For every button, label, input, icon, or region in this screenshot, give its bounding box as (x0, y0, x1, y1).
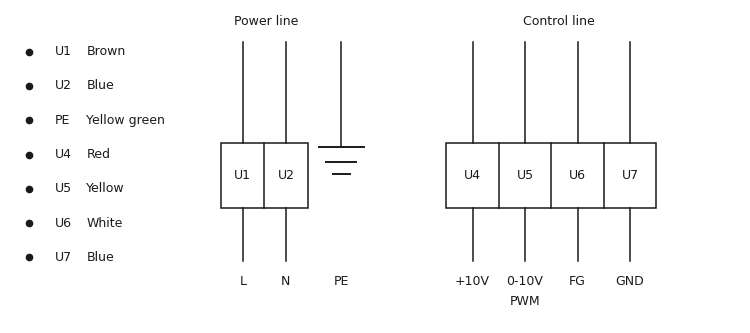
Text: U6: U6 (55, 216, 72, 230)
Text: Blue: Blue (86, 79, 114, 93)
Text: PE: PE (334, 275, 349, 288)
Text: U5: U5 (55, 182, 72, 195)
Text: PE: PE (55, 114, 70, 127)
Text: U2: U2 (278, 169, 295, 182)
Text: U7: U7 (55, 251, 72, 264)
FancyBboxPatch shape (446, 143, 656, 208)
Text: Blue: Blue (86, 251, 114, 264)
Text: U4: U4 (464, 169, 481, 182)
Text: PWM: PWM (510, 295, 540, 308)
Text: U6: U6 (569, 169, 586, 182)
FancyBboxPatch shape (221, 143, 308, 208)
Text: Power line: Power line (234, 15, 298, 28)
Text: U5: U5 (517, 169, 533, 182)
Text: White: White (86, 216, 123, 230)
Text: U7: U7 (622, 169, 638, 182)
Text: Control line: Control line (523, 15, 595, 28)
Text: Yellow: Yellow (86, 182, 124, 195)
Text: U4: U4 (55, 148, 72, 161)
Text: 0-10V: 0-10V (506, 275, 544, 288)
Text: L: L (239, 275, 246, 288)
Text: +10V: +10V (455, 275, 490, 288)
Text: GND: GND (616, 275, 644, 288)
Text: Yellow green: Yellow green (86, 114, 165, 127)
Text: FG: FG (569, 275, 586, 288)
Text: N: N (281, 275, 291, 288)
Text: U1: U1 (55, 45, 72, 58)
Text: Red: Red (86, 148, 110, 161)
Text: U2: U2 (55, 79, 72, 93)
Text: U1: U1 (234, 169, 251, 182)
Text: Brown: Brown (86, 45, 125, 58)
